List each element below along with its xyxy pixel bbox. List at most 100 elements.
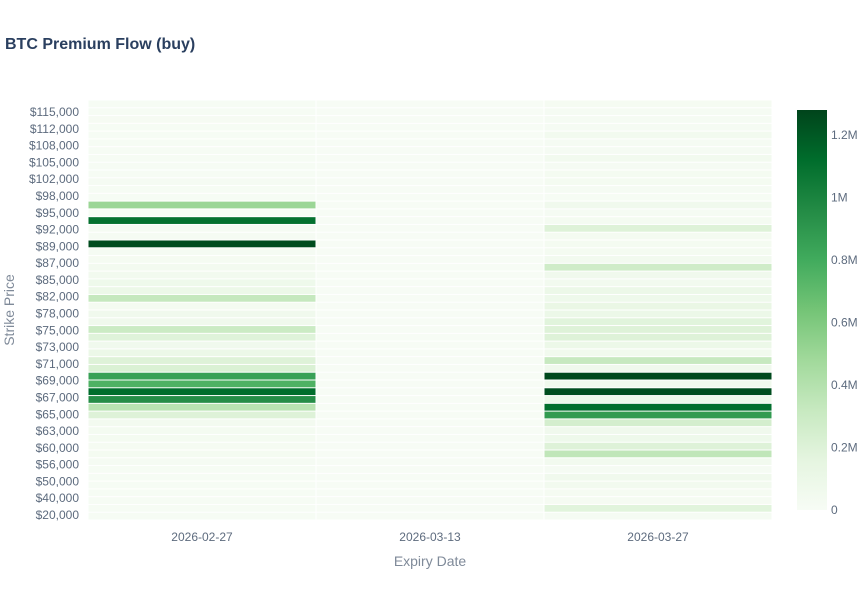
y-tick-label: $87,000	[36, 256, 80, 270]
y-tick-label: $65,000	[36, 407, 80, 421]
heatmap-cell	[316, 434, 544, 442]
heatmap-cell	[544, 193, 772, 201]
y-tick-label: $85,000	[36, 273, 80, 287]
heatmap-cell	[544, 504, 772, 512]
y-tick-label: $69,000	[36, 374, 80, 388]
heatmap-cell	[88, 349, 316, 357]
heatmap-cell	[88, 380, 316, 388]
y-tick-label: $50,000	[36, 474, 80, 488]
heatmap-cell	[544, 123, 772, 131]
y-tick-label: $75,000	[36, 323, 80, 337]
heatmap-cell	[316, 504, 544, 512]
heatmap-cell	[316, 364, 544, 372]
heatmap-cell	[88, 170, 316, 178]
heatmap-cell	[316, 154, 544, 162]
heatmap-cell	[544, 310, 772, 318]
heatmap-cell	[544, 466, 772, 473]
heatmap-cell	[544, 411, 772, 419]
heatmap-cell	[316, 497, 544, 504]
heatmap-cell	[88, 193, 316, 201]
heatmap-cell	[88, 411, 316, 419]
y-tick-label: $95,000	[36, 206, 80, 220]
heatmap-cell	[88, 224, 316, 232]
heatmap-cell	[544, 170, 772, 178]
heatmap-cell	[316, 170, 544, 178]
heatmap-cell	[316, 287, 544, 294]
heatmap-cell	[544, 497, 772, 504]
heatmap-cell	[544, 458, 772, 466]
heatmap-cell	[88, 427, 316, 434]
heatmap-cell	[316, 271, 544, 279]
heatmap-cell	[88, 473, 316, 481]
heatmap-cell	[316, 240, 544, 248]
y-axis-title: Strike Price	[1, 274, 17, 346]
y-tick-label: $60,000	[36, 441, 80, 455]
heatmap-cell	[544, 178, 772, 186]
heatmap-cell	[544, 403, 772, 411]
y-tick-label: $67,000	[36, 391, 80, 405]
heatmap-cell	[316, 310, 544, 318]
heatmap-cell	[316, 326, 544, 333]
heatmap-cell	[316, 248, 544, 256]
y-tick-label: $82,000	[36, 290, 80, 304]
heatmap-cell	[544, 209, 772, 217]
heatmap-cell	[316, 333, 544, 341]
heatmap-cell	[544, 341, 772, 349]
heatmap-cell	[544, 318, 772, 326]
y-tick-label: $56,000	[36, 458, 80, 472]
heatmap-cell	[544, 450, 772, 458]
heatmap-cell	[316, 357, 544, 364]
heatmap-cell	[88, 318, 316, 326]
heatmap-cells	[88, 100, 772, 520]
y-tick-label: $105,000	[29, 155, 79, 169]
heatmap-cell	[316, 193, 544, 201]
heatmap-cell	[316, 217, 544, 224]
heatmap-cell	[316, 131, 544, 139]
heatmap-cell	[88, 147, 316, 154]
heatmap-cell	[88, 108, 316, 116]
heatmap-cell	[88, 481, 316, 489]
heatmap-cell	[88, 403, 316, 411]
heatmap-cell	[88, 271, 316, 279]
heatmap-cell	[88, 240, 316, 248]
x-axis-title: Expiry Date	[394, 553, 467, 569]
heatmap-cell	[544, 473, 772, 481]
y-tick-label: $108,000	[29, 139, 79, 153]
heatmap-cell	[88, 232, 316, 240]
heatmap-cell	[544, 326, 772, 333]
heatmap-cell	[88, 248, 316, 256]
heatmap-cell	[544, 100, 772, 108]
heatmap-cell	[544, 263, 772, 271]
heatmap-cell	[544, 396, 772, 403]
heatmap-cell	[544, 349, 772, 357]
heatmap-cell	[544, 372, 772, 380]
y-tick-label: $78,000	[36, 307, 80, 321]
heatmap-cell	[316, 263, 544, 271]
heatmap-cell	[316, 256, 544, 263]
heatmap-cell	[316, 388, 544, 396]
colorbar-tick-label: 0.8M	[831, 253, 858, 267]
y-tick-labels: $115,000 $112,000 $108,000 $105,000 $102,000…	[29, 105, 79, 522]
heatmap-cell	[88, 341, 316, 349]
heatmap-cell	[544, 139, 772, 147]
heatmap-cell	[544, 442, 772, 450]
heatmap-cell	[544, 201, 772, 209]
y-tick-label: $115,000	[30, 105, 79, 119]
heatmap-cell	[88, 186, 316, 193]
heatmap-cell	[88, 504, 316, 512]
heatmap-cell	[316, 473, 544, 481]
heatmap-cell	[88, 279, 316, 287]
chart-title: BTC Premium Flow (buy)	[5, 36, 196, 53]
heatmap-cell	[544, 154, 772, 162]
x-tick-label: 2026-03-13	[399, 530, 461, 544]
heatmap-cell	[88, 154, 316, 162]
heatmap-cell	[88, 419, 316, 427]
heatmap-cell	[316, 489, 544, 497]
y-tick-label: $63,000	[36, 424, 80, 438]
heatmap-cell	[88, 162, 316, 170]
heatmap-cell	[88, 263, 316, 271]
heatmap-cell	[88, 256, 316, 263]
heatmap-cell	[316, 186, 544, 193]
heatmap-cell	[544, 512, 772, 520]
colorbar-tick-label: 1M	[831, 191, 848, 205]
